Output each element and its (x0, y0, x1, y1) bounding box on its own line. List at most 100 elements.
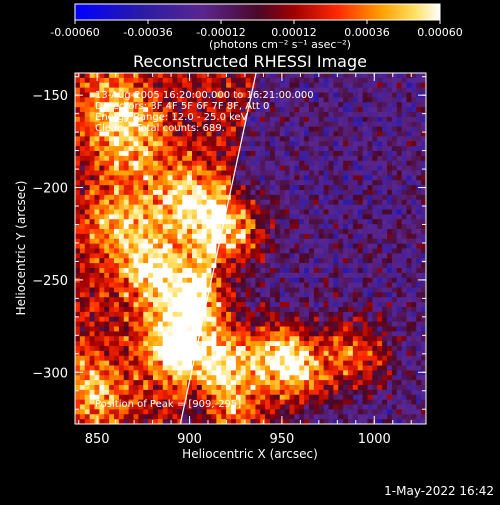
heatmap-cell (212, 136, 217, 141)
heatmap-cell (407, 239, 412, 244)
heatmap-cell (348, 327, 353, 332)
heatmap-cell (280, 102, 285, 107)
heatmap-cell (358, 97, 363, 102)
heatmap-cell (377, 268, 382, 273)
heatmap-cell (290, 356, 295, 361)
heatmap-cell (153, 312, 158, 317)
heatmap-cell (309, 205, 314, 210)
heatmap-cell (333, 361, 338, 366)
heatmap-cell (290, 161, 295, 166)
heatmap-cell (143, 239, 148, 244)
heatmap-cell (80, 180, 85, 185)
heatmap-cell (290, 336, 295, 341)
heatmap-cell (333, 141, 338, 146)
heatmap-cell (324, 190, 329, 195)
heatmap-cell (241, 297, 246, 302)
heatmap-cell (75, 385, 80, 390)
heatmap-cell (324, 88, 329, 93)
heatmap-cell (392, 283, 397, 288)
heatmap-cell (153, 180, 158, 185)
heatmap-cell (382, 224, 387, 229)
heatmap-cell (343, 263, 348, 268)
heatmap-cell (402, 322, 407, 327)
heatmap-cell (246, 175, 251, 180)
heatmap-cell (158, 273, 163, 278)
heatmap-cell (372, 351, 377, 356)
heatmap-cell (372, 244, 377, 249)
heatmap-cell (324, 229, 329, 234)
heatmap-cell (319, 297, 324, 302)
heatmap-cell (353, 136, 358, 141)
heatmap-cell (236, 166, 241, 171)
heatmap-cell (392, 346, 397, 351)
heatmap-cell (411, 258, 416, 263)
heatmap-cell (173, 224, 178, 229)
heatmap-cell (314, 239, 319, 244)
heatmap-cell (114, 351, 119, 356)
heatmap-cell (290, 273, 295, 278)
heatmap-cell (392, 112, 397, 117)
heatmap-cell (109, 175, 114, 180)
heatmap-cell (343, 132, 348, 137)
heatmap-cell (314, 288, 319, 293)
heatmap-cell (270, 73, 275, 78)
heatmap-cell (260, 219, 265, 224)
heatmap-cell (134, 180, 139, 185)
heatmap-cell (265, 195, 270, 200)
heatmap-cell (348, 151, 353, 156)
heatmap-cell (99, 156, 104, 161)
heatmap-cell (343, 200, 348, 205)
heatmap-cell (182, 375, 187, 380)
heatmap-cell (104, 83, 109, 88)
heatmap-cell (85, 253, 90, 258)
heatmap-cell (246, 73, 251, 78)
heatmap-cell (241, 400, 246, 405)
heatmap-cell (90, 136, 95, 141)
heatmap-cell (90, 336, 95, 341)
heatmap-cell (309, 244, 314, 249)
heatmap-cell (343, 185, 348, 190)
heatmap-cell (358, 214, 363, 219)
heatmap-cell (377, 175, 382, 180)
heatmap-cell (265, 385, 270, 390)
heatmap-cell (138, 151, 143, 156)
heatmap-cell (309, 161, 314, 166)
heatmap-cell (387, 180, 392, 185)
heatmap-cell (168, 331, 173, 336)
heatmap-cell (338, 239, 343, 244)
heatmap-cell (411, 180, 416, 185)
heatmap-cell (387, 166, 392, 171)
heatmap-cell (182, 292, 187, 297)
heatmap-cell (329, 102, 334, 107)
heatmap-cell (324, 127, 329, 132)
heatmap-cell (173, 361, 178, 366)
heatmap-cell (212, 185, 217, 190)
heatmap-cell (80, 107, 85, 112)
heatmap-cell (314, 400, 319, 405)
heatmap-cell (309, 253, 314, 258)
heatmap-cell (416, 327, 421, 332)
heatmap-cell (231, 346, 236, 351)
heatmap-cell (333, 78, 338, 83)
heatmap-cell (382, 278, 387, 283)
heatmap-cell (275, 214, 280, 219)
heatmap-cell (99, 409, 104, 414)
heatmap-cell (411, 292, 416, 297)
heatmap-cell (353, 185, 358, 190)
heatmap-cell (358, 117, 363, 122)
heatmap-cell (95, 239, 100, 244)
heatmap-cell (75, 346, 80, 351)
heatmap-cell (387, 292, 392, 297)
heatmap-cell (309, 249, 314, 254)
heatmap-cell (372, 239, 377, 244)
heatmap-cell (119, 195, 124, 200)
heatmap-cell (299, 390, 304, 395)
heatmap-cell (75, 400, 80, 405)
heatmap-cell (402, 200, 407, 205)
heatmap-cell (80, 161, 85, 166)
heatmap-cell (153, 302, 158, 307)
heatmap-cell (411, 327, 416, 332)
heatmap-cell (129, 307, 134, 312)
heatmap-cell (402, 327, 407, 332)
heatmap-cell (290, 258, 295, 263)
